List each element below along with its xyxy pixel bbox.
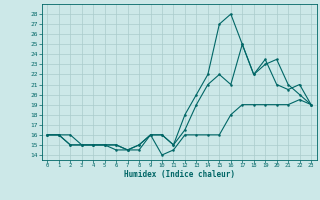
X-axis label: Humidex (Indice chaleur): Humidex (Indice chaleur) [124, 170, 235, 179]
